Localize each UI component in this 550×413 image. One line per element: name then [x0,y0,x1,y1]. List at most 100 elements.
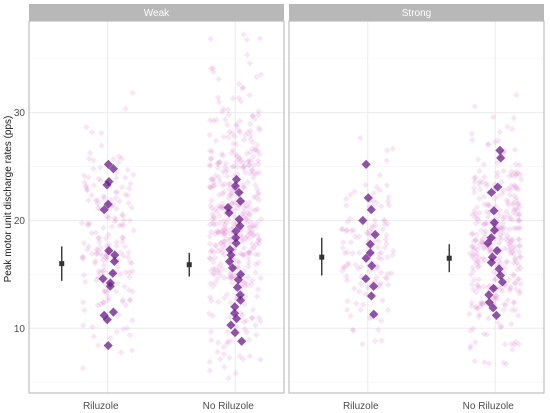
background-point [511,255,519,262]
background-point [249,145,256,152]
background-point [513,185,521,192]
background-point [220,251,228,258]
background-point [221,294,228,302]
background-point [382,274,389,281]
background-point [508,306,516,314]
background-point [220,105,227,113]
background-point [251,115,259,122]
background-point [481,230,488,237]
background-point [383,240,390,247]
background-point [110,155,117,163]
background-point [506,191,514,199]
background-point [246,60,254,67]
mean-marker [59,261,65,267]
background-point [512,306,519,314]
background-point [478,301,486,308]
background-point [472,237,480,244]
highlighted-point [486,187,497,198]
background-point [224,338,231,345]
background-point [88,250,96,257]
background-point [378,249,385,256]
background-point [494,169,501,177]
background-point [218,248,226,256]
background-point [478,227,485,234]
background-point [206,233,213,240]
background-point [119,212,126,219]
background-point [207,65,215,72]
background-point [371,237,378,244]
background-point [247,158,255,165]
background-point [90,182,98,189]
background-point [470,185,478,192]
background-point [210,176,217,183]
background-point [472,303,479,310]
background-point [505,238,512,245]
background-point [249,222,257,230]
background-point [254,205,261,213]
background-point [510,199,517,206]
background-point [249,206,256,214]
background-point [377,317,385,324]
background-point [474,257,481,265]
background-point [512,161,519,168]
background-point [207,35,214,43]
background-point [103,242,110,250]
background-point [515,200,522,208]
background-point [247,230,254,237]
background-point [511,146,519,154]
background-point [228,190,235,197]
background-point [108,203,115,210]
background-point [338,226,346,233]
background-point [339,244,346,252]
background-point [229,130,236,137]
background-point [377,203,385,210]
background-point [216,212,223,220]
highlighted-point [484,290,494,300]
background-point [504,232,511,239]
background-point [491,138,499,146]
background-point [228,199,235,207]
background-point [86,220,94,227]
background-point [238,234,245,241]
background-point [493,292,500,299]
background-point [344,298,351,305]
background-point [119,296,127,304]
background-point [475,217,483,225]
background-point [79,255,86,263]
background-point [220,351,228,358]
highlighted-point [367,261,377,271]
background-point [474,246,482,253]
background-point [245,228,253,236]
background-point [513,91,520,99]
background-point [237,98,245,105]
background-point [252,241,260,248]
highlighted-point [105,281,115,291]
background-point [468,230,475,238]
background-point [389,145,397,153]
background-point [383,157,390,164]
background-point [505,212,513,220]
background-point [493,295,500,302]
background-point [472,174,480,181]
background-point [473,250,480,257]
background-point [254,147,262,154]
background-point [86,149,94,157]
background-point [224,106,232,114]
background-point [466,345,474,352]
background-point [472,252,480,259]
background-point [491,187,498,194]
background-point [223,340,231,348]
background-point [227,313,234,321]
highlighted-point [108,268,118,278]
background-point [510,299,517,306]
background-point [369,197,377,204]
facet-panel-weak: Weak Riluzole No Riluzole 10 20 30 [14,4,285,412]
background-point [357,134,364,142]
background-point [492,295,499,303]
background-point [250,162,258,169]
background-point [516,217,523,224]
background-point [208,148,216,155]
background-point [373,274,380,281]
background-point [378,337,385,344]
